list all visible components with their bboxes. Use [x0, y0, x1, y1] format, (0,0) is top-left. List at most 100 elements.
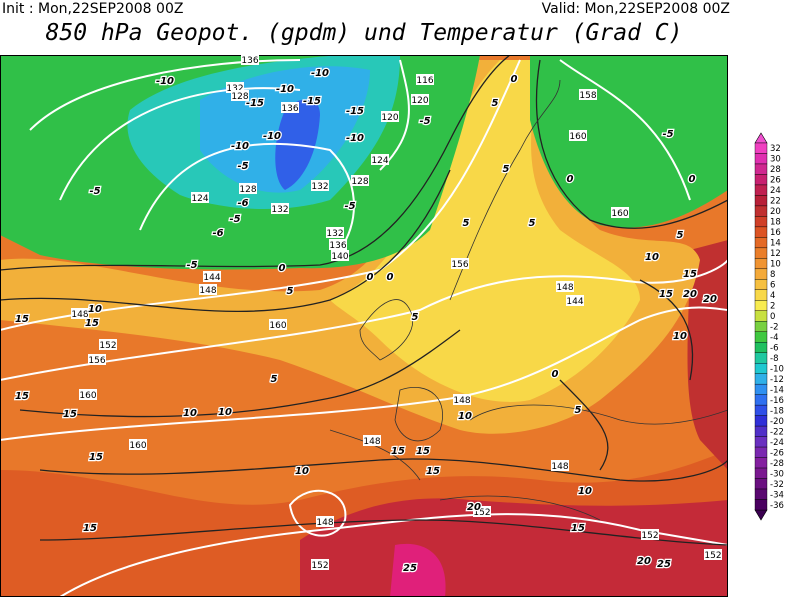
colorbar-tick-label: -36 [770, 501, 784, 511]
geopotential-label: 128 [239, 185, 256, 195]
temperature-label: -5 [419, 116, 430, 127]
geopotential-label-box [363, 435, 381, 446]
geopotential-label-box [579, 89, 597, 100]
valid-time: Valid: Mon,22SEP2008 00Z [542, 1, 730, 17]
temperature-label: -6 [237, 198, 248, 209]
geopotential-label: 152 [311, 561, 328, 571]
temperature-label: 0 [387, 272, 394, 283]
geopotential-label: 160 [269, 321, 286, 331]
colorbar-cell [754, 404, 768, 416]
geopotential-label: 148 [556, 283, 573, 293]
geopotential-label: 160 [569, 132, 586, 142]
colorbar-cell [754, 174, 768, 186]
colorbar-cell [754, 247, 768, 259]
field-hot [300, 498, 728, 597]
colorbar-tick-label: 28 [770, 165, 781, 175]
geopotential-label-box [269, 319, 287, 330]
colorbar-cell [754, 425, 768, 437]
colorbar-cell [754, 488, 768, 500]
colorbar-cell [754, 300, 768, 311]
colorbar-cell [754, 415, 768, 427]
colorbar-cell [754, 436, 768, 448]
geopotential-label-box [329, 239, 347, 250]
temperature-label: 20 [683, 289, 697, 300]
colorbar-tick-label: -2 [770, 323, 778, 333]
temperature-label: 10 [645, 252, 659, 263]
colorbar-cell [754, 279, 768, 291]
colorbar-cell [754, 258, 768, 270]
geopotential-label-box [381, 111, 399, 122]
geopotential-label-box [311, 559, 329, 570]
geopotential-label-box [79, 389, 97, 400]
temperature-label: 15 [63, 409, 77, 420]
colorbar-tick-label: 8 [770, 270, 775, 280]
colorbar-cell [754, 310, 768, 322]
init-time: Init : Mon,22SEP2008 00Z [2, 1, 183, 17]
colorbar-cell [754, 195, 768, 207]
colorbar-cell [754, 383, 768, 395]
geopotential-label: 148 [199, 286, 216, 296]
temperature-label: 15 [15, 314, 29, 325]
geopotential-label: 136 [329, 241, 346, 251]
geopotential-label-box [473, 506, 491, 517]
colorbar-tick-label: -6 [770, 343, 778, 353]
colorbar-tick-label: 32 [770, 144, 781, 154]
temperature-label: -10 [276, 84, 294, 95]
colorbar-tick-label: 30 [770, 155, 781, 165]
geopotential-label-box [129, 439, 147, 450]
temperature-label: 5 [677, 230, 684, 241]
colorbar-tick-label: 24 [770, 186, 781, 196]
temperature-label: 5 [412, 312, 419, 323]
geopotential-label-box [199, 284, 217, 295]
geopotential-label: 120 [411, 96, 428, 106]
geopotential-label: 132 [311, 182, 328, 192]
temperature-contours [0, 55, 728, 546]
colorbar-cell [754, 478, 768, 490]
temperature-label: -5 [89, 186, 100, 197]
geopotential-label-box [351, 175, 369, 186]
geopotential-label-box [239, 183, 257, 194]
colorbar-cell [754, 342, 768, 353]
colorbar-cell [754, 331, 768, 343]
temperature-label: 20 [703, 294, 717, 305]
geopotential-label: 160 [79, 391, 96, 401]
temperature-label: 15 [659, 289, 673, 300]
colorbar-tick-label: -26 [770, 448, 784, 458]
temperature-label: -10 [311, 68, 329, 79]
geopotential-label-box [326, 227, 344, 238]
geopotential-label-box [203, 271, 221, 282]
geopotential-label-box [371, 154, 389, 165]
colorbar-tick-label: -34 [770, 490, 784, 500]
geopotential-label-box [241, 54, 259, 65]
geopotential-label: 124 [191, 194, 208, 204]
geopotential-label: 128 [351, 177, 368, 187]
colorbar-cell [754, 457, 768, 469]
temperature-label: -6 [212, 228, 223, 239]
geopotential-label: 120 [381, 113, 398, 123]
geopotential-label-box [281, 102, 299, 113]
colorbar: 32302826242220181614121086420-2-4-6-8-10… [754, 132, 784, 521]
colorbar-tick-label: -12 [770, 375, 784, 385]
colorbar-cell [754, 446, 768, 458]
geopotential-label: 124 [371, 156, 388, 166]
geopotential-label: 156 [451, 260, 468, 270]
temperature-label: 10 [673, 331, 687, 342]
temperature-label: 0 [552, 369, 559, 380]
temperature-label: -15 [246, 98, 264, 109]
geopotential-label: 152 [704, 551, 721, 561]
geopotential-label-box [611, 207, 629, 218]
colorbar-tick-label: -24 [770, 438, 784, 448]
temperature-label: -15 [303, 96, 321, 107]
colorbar-cell [754, 163, 768, 175]
geopotential-label: 116 [416, 76, 433, 86]
temperature-label: 10 [295, 466, 309, 477]
geopotential-label: 148 [363, 437, 380, 447]
temperature-label: 10 [183, 408, 197, 419]
temperature-label: 10 [458, 411, 472, 422]
geopotential-label-box [316, 516, 334, 527]
colorbar-tick-label: -28 [770, 459, 784, 469]
colorbar-tick-label: 16 [770, 228, 781, 238]
temperature-label: 15 [391, 446, 405, 457]
geopotential-label-box [556, 281, 574, 292]
